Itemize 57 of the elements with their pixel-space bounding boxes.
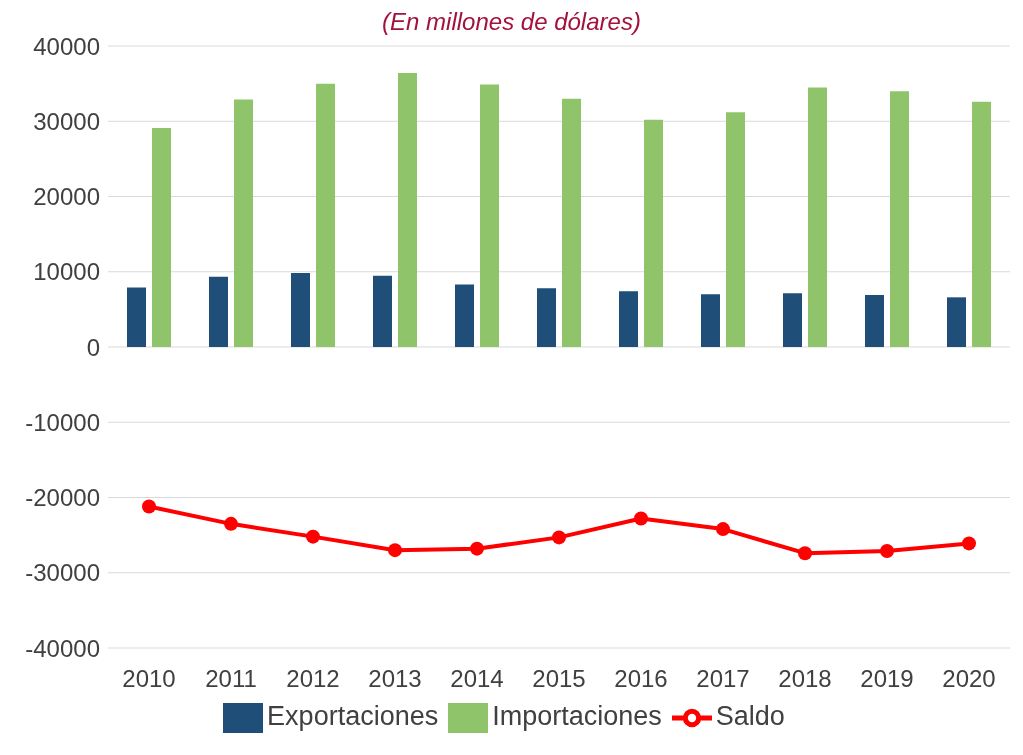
bar	[701, 294, 720, 347]
legend-label: Importaciones	[492, 701, 662, 732]
bar	[890, 91, 909, 347]
x-tick-label: 2020	[942, 665, 996, 693]
x-tick-label: 2011	[205, 665, 257, 693]
bar	[947, 297, 966, 347]
y-tick-label: -30000	[25, 559, 100, 587]
bar	[127, 287, 146, 347]
y-tick-label: 20000	[33, 183, 100, 211]
y-tick-label: -10000	[25, 408, 100, 436]
legend-label: Exportaciones	[267, 701, 439, 732]
bar	[644, 119, 663, 347]
point	[142, 499, 156, 514]
point	[880, 543, 894, 558]
x-tick-label: 2013	[368, 665, 422, 693]
point	[224, 516, 238, 531]
bar	[865, 295, 884, 347]
point	[552, 530, 566, 545]
bar	[234, 99, 253, 347]
bar	[972, 101, 991, 347]
point	[962, 536, 976, 551]
bar	[808, 87, 827, 347]
y-tick-label: 0	[86, 333, 100, 361]
x-tick-label: 2012	[286, 665, 340, 693]
y-tick-label: -40000	[25, 634, 100, 662]
bar	[726, 112, 745, 347]
bar	[619, 291, 638, 347]
x-tick-label: 2015	[532, 665, 586, 693]
bar	[152, 128, 171, 347]
point	[634, 511, 648, 526]
x-tick-label: 2016	[614, 665, 668, 693]
bar	[291, 272, 310, 347]
bar	[373, 275, 392, 347]
bar	[209, 276, 228, 347]
y-tick-label: 10000	[33, 258, 100, 286]
point	[388, 543, 402, 558]
bar	[783, 293, 802, 347]
point	[716, 522, 730, 537]
bar	[316, 83, 335, 347]
x-tick-label: 2018	[778, 665, 832, 693]
bar	[562, 98, 581, 347]
point	[470, 541, 484, 556]
point	[306, 529, 320, 544]
y-tick-label: 40000	[33, 32, 100, 60]
bar	[455, 284, 474, 347]
x-tick-label: 2010	[122, 665, 176, 693]
y-tick-label: 30000	[33, 107, 100, 135]
x-tick-label: 2014	[450, 665, 504, 693]
x-tick-label: 2019	[860, 665, 914, 693]
y-tick-label: -20000	[25, 484, 100, 512]
bar	[537, 288, 556, 347]
bar	[480, 84, 499, 347]
legend-label: Saldo	[715, 701, 785, 732]
bar	[398, 73, 417, 347]
chart-title: (En millones de dólares)	[382, 8, 641, 35]
point	[798, 546, 812, 561]
x-tick-label: 2017	[696, 665, 750, 693]
